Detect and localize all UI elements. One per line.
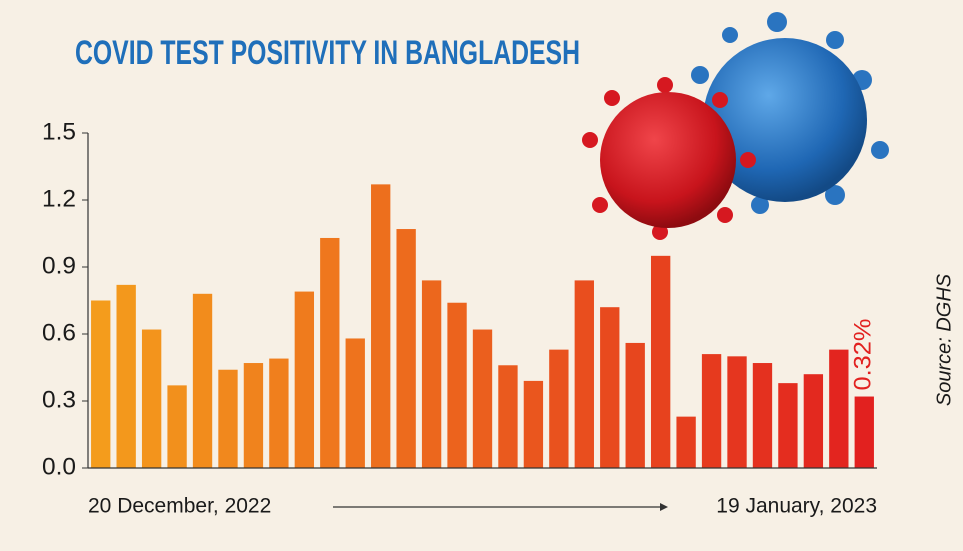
bar [447, 302, 467, 468]
bar [421, 280, 442, 468]
virus-illustration [582, 12, 889, 240]
bar [396, 229, 416, 468]
bar [600, 307, 620, 468]
bar [218, 369, 238, 468]
bar [243, 363, 264, 468]
value-label: 0.32% [850, 319, 877, 391]
bar [854, 396, 874, 468]
x-tick-label: 20 December, 2022 [88, 495, 271, 518]
bar [727, 356, 747, 468]
bar [676, 416, 696, 468]
bar [91, 300, 111, 468]
bar [778, 383, 798, 468]
bar [116, 284, 136, 468]
y-tick-label: 1.5 [42, 118, 76, 145]
bar [141, 329, 162, 468]
y-tick-label: 0.3 [42, 386, 76, 413]
bar [829, 349, 849, 468]
bar [803, 374, 824, 468]
bar [701, 354, 722, 468]
source-note: Source: DGHS [933, 273, 955, 406]
bar [269, 358, 289, 468]
bar [752, 363, 773, 468]
bar [574, 280, 594, 468]
bar [523, 380, 544, 468]
bar [650, 255, 671, 468]
y-tick-label: 0.0 [42, 453, 76, 480]
bar [294, 291, 315, 468]
bar [472, 329, 493, 468]
bar [498, 365, 518, 468]
bar [192, 293, 213, 468]
bar [345, 338, 365, 468]
bar [371, 184, 391, 468]
date-arrowhead [660, 503, 668, 511]
y-tick-label: 0.9 [42, 252, 76, 279]
bar [167, 385, 187, 468]
bar [549, 349, 569, 468]
bar [625, 342, 645, 468]
chart-title: COVID TEST POSITIVITY IN BANGLADESH [75, 34, 580, 72]
bar [320, 237, 340, 468]
y-tick-label: 0.6 [42, 319, 76, 346]
x-tick-label: 19 January, 2023 [716, 495, 877, 518]
y-tick-label: 1.2 [42, 185, 76, 212]
